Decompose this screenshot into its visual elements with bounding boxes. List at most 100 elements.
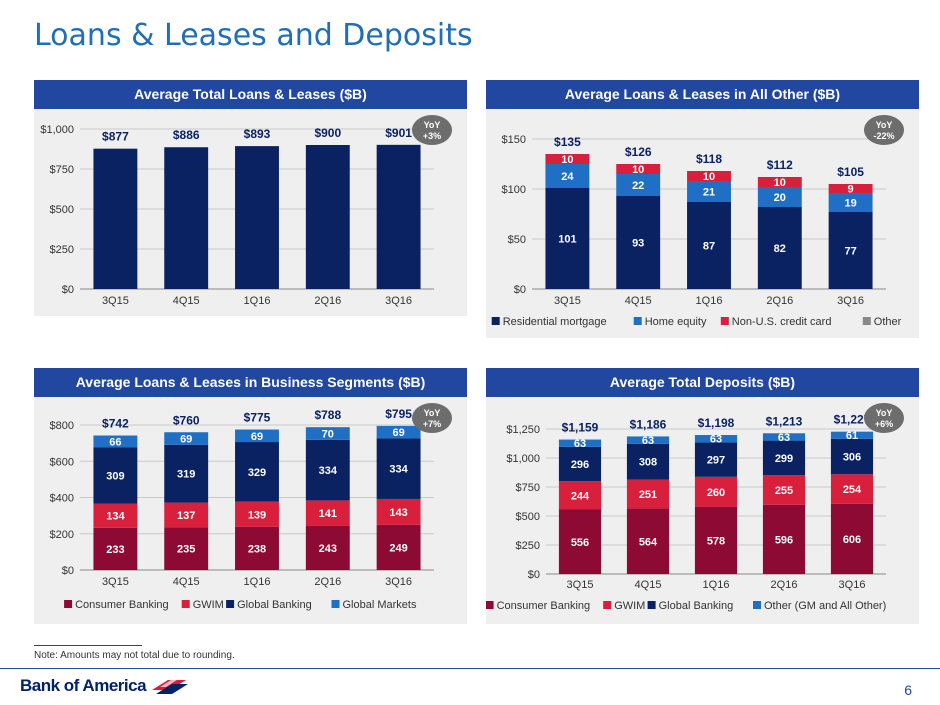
panel-total-deposits: Average Total Deposits ($B) $0 $250 $500 $7… [486, 368, 919, 624]
business-segments-chart: $0 $200 $400 $600 $800 233 134 309 66 $742 3Q15 235… [50, 403, 452, 611]
legend-swatch [633, 317, 642, 325]
segment-value-label: 556 [571, 537, 589, 549]
y-tick-label: $150 [502, 134, 526, 146]
segment-value-label: 243 [319, 543, 337, 555]
segment-value-label: 82 [774, 243, 786, 255]
total-value-label: $1,213 [766, 414, 803, 428]
y-tick-label: $250 [516, 540, 540, 552]
x-category-label: 2Q16 [771, 579, 798, 591]
legend-swatch [720, 317, 729, 325]
bar-segment [93, 527, 138, 570]
footer-divider [0, 668, 940, 669]
segment-value-label: 254 [843, 484, 862, 496]
segment-value-label: 306 [843, 451, 861, 463]
segment-value-label: 22 [632, 180, 644, 192]
bar-segment [626, 443, 670, 480]
bar-segment [376, 425, 421, 439]
bar-segment [757, 187, 802, 207]
segment-value-label: 249 [389, 542, 407, 554]
y-tick-label: $0 [62, 284, 74, 296]
panel-business-segments: Average Loans & Leases in Business Segme… [34, 368, 467, 624]
yoy-badge [864, 403, 904, 433]
yoy-badge [864, 115, 904, 145]
x-category-label: 3Q15 [567, 579, 594, 591]
total-value-label: $893 [244, 127, 271, 141]
segment-value-label: 63 [574, 438, 586, 450]
segment-value-label: 61 [846, 430, 858, 442]
bar-segment [694, 476, 738, 507]
segment-value-label: 66 [109, 436, 121, 448]
segment-value-label: 244 [571, 490, 590, 502]
y-tick-label: $1,000 [40, 124, 74, 136]
segment-value-label: 70 [322, 429, 334, 441]
bar-segment [694, 506, 738, 574]
bar-segment [830, 438, 874, 475]
total-value-label: $795 [385, 407, 412, 421]
page-title: Loans & Leases and Deposits [34, 18, 473, 53]
x-category-label: 2Q16 [314, 576, 341, 588]
segment-value-label: 141 [319, 508, 337, 520]
bar-segment [164, 432, 209, 445]
bar-segment [93, 435, 138, 448]
bar-segment [376, 524, 421, 570]
legend-swatch [753, 601, 761, 609]
segment-value-label: 134 [106, 511, 125, 523]
legend-label: GWIM [614, 600, 645, 612]
segment-value-label: 10 [774, 177, 786, 189]
total-value-label: $742 [102, 417, 129, 431]
segment-value-label: 596 [775, 534, 793, 546]
segment-value-label: 19 [844, 198, 856, 210]
legend-label: Residential mortgage [503, 316, 607, 328]
y-tick-label: $750 [50, 164, 74, 176]
chart-title: Average Total Deposits ($B) [486, 368, 919, 397]
bar-segment [376, 438, 421, 499]
bar-segment [828, 193, 873, 212]
yoy-badge [412, 403, 452, 433]
total-value-label: $105 [837, 165, 864, 179]
yoy-label: YoY [876, 120, 893, 130]
segment-value-label: 63 [778, 432, 790, 444]
total-value-label: $760 [173, 413, 200, 427]
bar-segment [164, 527, 209, 570]
bar-segment [830, 503, 874, 574]
bar-segment [235, 526, 279, 570]
total-loans-chart: $0 $250 $500 $750 $1,000 $877 3Q15 $886 4Q15 $893… [40, 115, 452, 307]
x-category-label: 3Q16 [385, 576, 412, 588]
total-value-label: $886 [173, 128, 200, 142]
segment-value-label: 101 [558, 234, 576, 246]
total-value-label: $1,159 [562, 421, 599, 435]
yoy-label: YoY [876, 408, 893, 418]
segment-value-label: 564 [639, 536, 658, 548]
legend-label: Other (GM and All Other) [764, 600, 886, 612]
total-value-label: $112 [767, 158, 793, 172]
y-tick-label: $0 [514, 284, 526, 296]
segment-value-label: 299 [775, 453, 793, 465]
segment-value-label: 63 [642, 435, 654, 447]
legend-swatch [331, 600, 340, 608]
x-category-label: 3Q16 [385, 295, 412, 307]
bar-segment [830, 474, 874, 504]
segment-value-label: 63 [710, 434, 722, 446]
legend-swatch [491, 317, 500, 325]
segment-value-label: 77 [844, 246, 856, 258]
bar-segment [616, 196, 661, 289]
legend-swatch [603, 601, 612, 609]
total-value-label: $1,227 [834, 413, 871, 427]
segment-value-label: 296 [571, 459, 589, 471]
segment-value-label: 309 [106, 470, 124, 482]
bar-segment [558, 481, 602, 510]
yoy-badge [412, 115, 452, 145]
segment-value-label: 10 [561, 154, 573, 166]
bar-segment [626, 508, 670, 574]
total-value-label: $901 [385, 126, 412, 140]
y-tick-label: $1,250 [506, 424, 540, 436]
bar-segment [616, 174, 661, 196]
bar-segment [305, 439, 350, 501]
x-category-label: 2Q16 [766, 295, 793, 307]
bar-segment [235, 442, 279, 502]
total-value-label: $1,198 [698, 416, 735, 430]
legend-label: Consumer Banking [497, 600, 591, 612]
bar-segment [830, 431, 874, 439]
x-category-label: 1Q16 [244, 576, 271, 588]
x-category-label: 2Q16 [314, 295, 341, 307]
